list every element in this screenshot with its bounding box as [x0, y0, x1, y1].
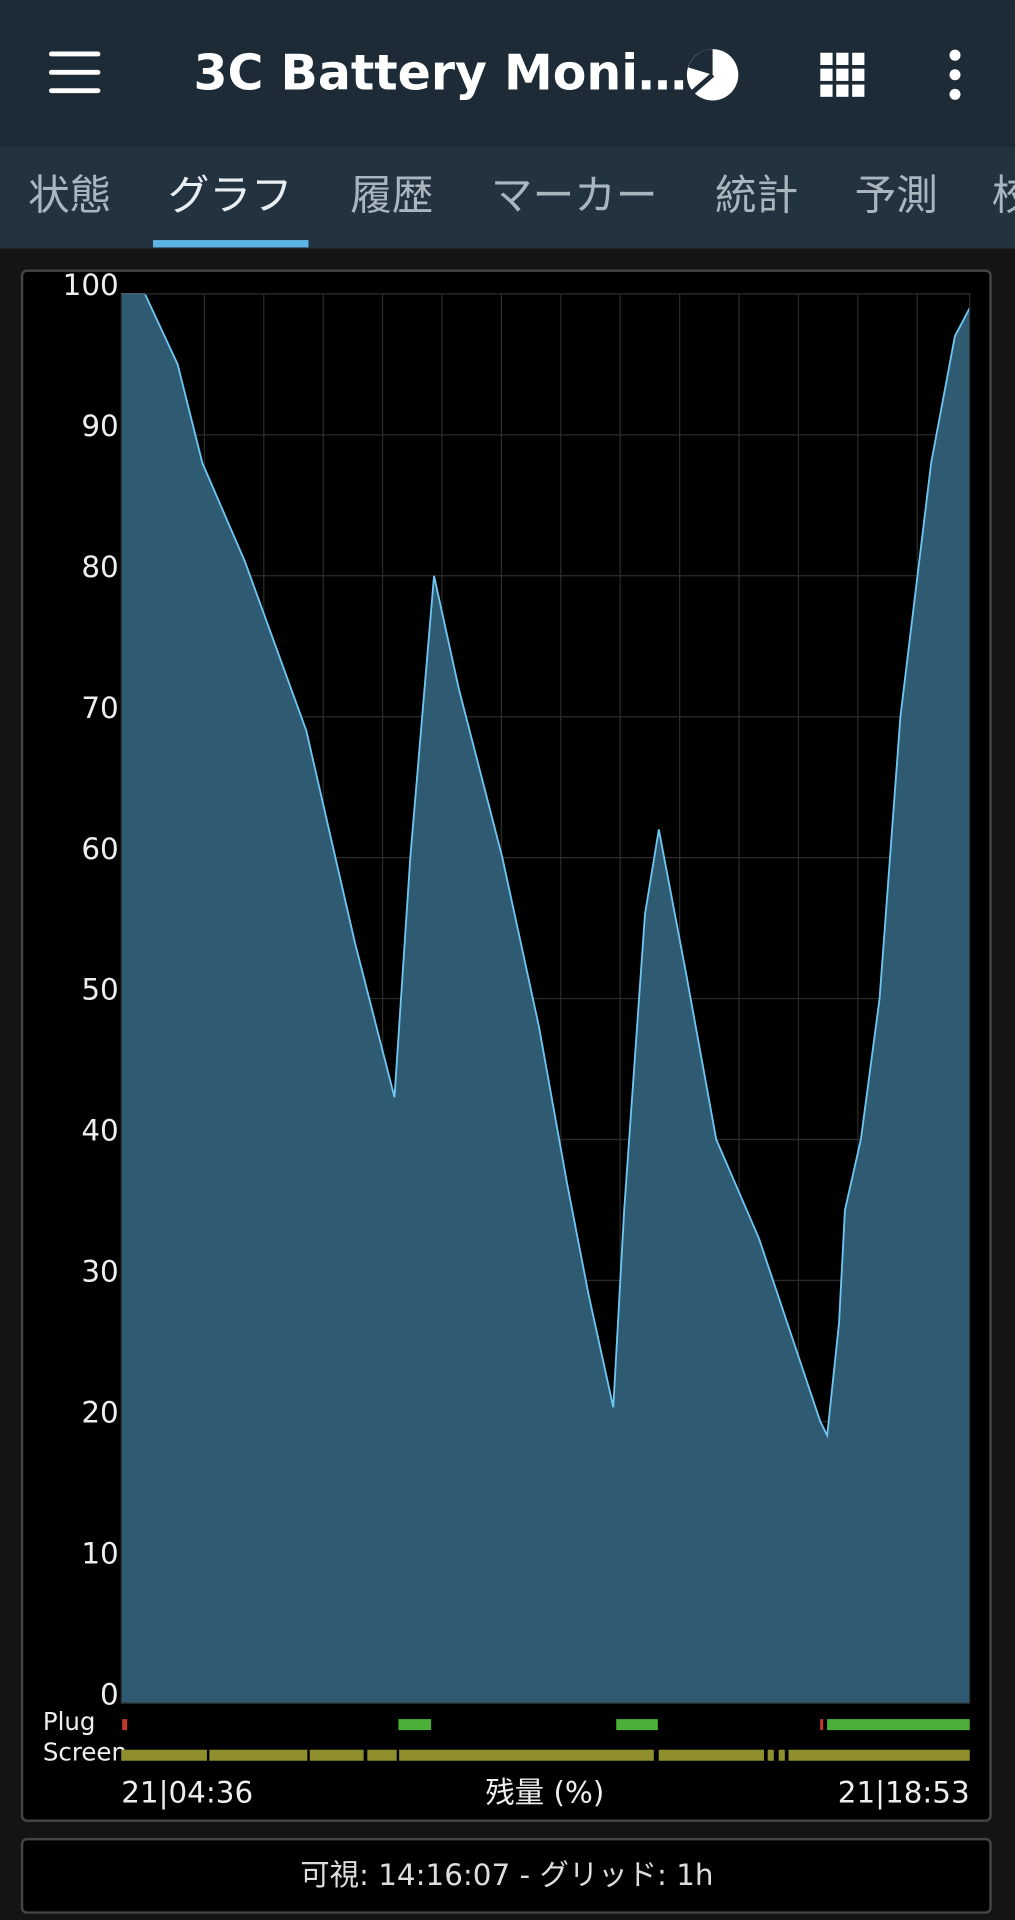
tab[interactable]: 状態: [28, 170, 111, 219]
y-tick-label: 40: [81, 1114, 118, 1148]
y-tick-label: 90: [81, 409, 118, 443]
x-axis-label: 残量 (%): [485, 1775, 604, 1809]
x-end-label: 21|18:53: [838, 1775, 970, 1810]
y-tick-label: 70: [81, 691, 118, 725]
pie-button[interactable]: [686, 49, 739, 101]
plug-segment: [827, 1719, 970, 1731]
plug-segment: [398, 1719, 432, 1731]
plot-border: [120, 293, 971, 1704]
y-tick-label: 80: [81, 550, 118, 584]
y-tick-label: 60: [81, 832, 118, 866]
menu-button[interactable]: [48, 51, 101, 94]
footer-box: [20, 1837, 992, 1914]
tab-bar: [0, 147, 1015, 249]
screen-bar: [121, 1749, 970, 1761]
footer-separator: -: [520, 1857, 531, 1891]
footer-visible-label: 可視:: [300, 1857, 369, 1891]
footer-text: 可視: 14:16:07 - グリッド: 1h: [300, 1857, 713, 1891]
tab[interactable]: 校: [992, 170, 1015, 219]
plug-label: Plug: [43, 1707, 96, 1736]
footer-grid: 1h: [676, 1857, 713, 1891]
tab[interactable]: 予測: [855, 170, 938, 219]
x-start-label: 21|04:36: [121, 1775, 253, 1810]
tab[interactable]: 統計: [715, 170, 798, 219]
y-tick-label: 30: [81, 1255, 118, 1289]
apps-button[interactable]: [820, 52, 865, 97]
tab[interactable]: グラフ: [168, 170, 293, 219]
tab[interactable]: マーカー: [491, 170, 657, 219]
tab[interactable]: 履歴: [350, 170, 433, 219]
plug-segment: [616, 1719, 658, 1731]
more-button[interactable]: [949, 49, 961, 100]
tab-indicator: [153, 240, 309, 248]
app-title: 3C Battery Moni…: [193, 45, 687, 102]
y-tick-label: 50: [81, 973, 118, 1007]
footer-grid-label: グリッド:: [539, 1857, 666, 1891]
y-tick-label: 10: [81, 1536, 118, 1570]
y-tick-label: 20: [81, 1395, 118, 1429]
screen-label: Screen: [43, 1737, 127, 1766]
plug-segment: [122, 1719, 128, 1731]
area: [121, 293, 970, 1704]
y-tick-label: 100: [63, 268, 119, 302]
y-tick-label: 0: [100, 1677, 119, 1711]
plug-segment: [820, 1719, 824, 1731]
line: [121, 293, 971, 1439]
footer-visible: 14:16:07: [378, 1857, 510, 1891]
